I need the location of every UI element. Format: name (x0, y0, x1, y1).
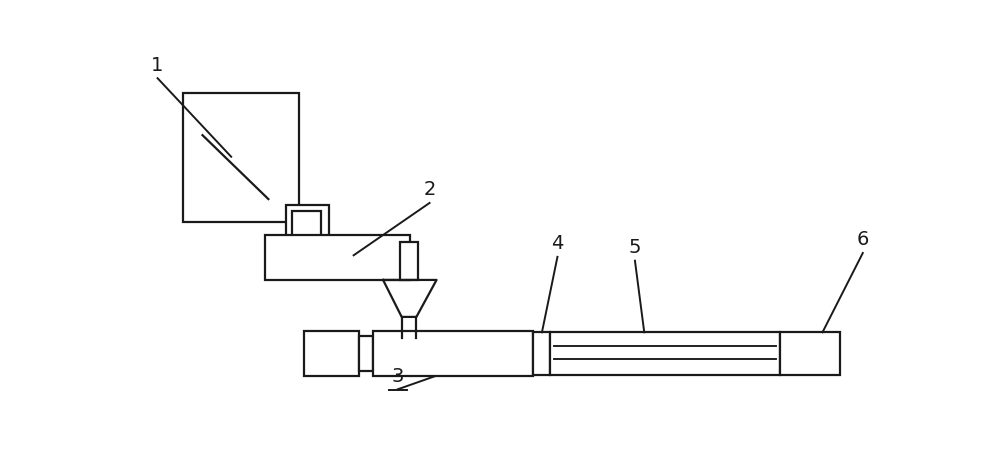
Text: 6: 6 (857, 230, 869, 249)
Bar (533, 332, 550, 375)
Bar (304, 331, 359, 376)
Bar (264, 235, 410, 280)
Bar (780, 332, 840, 375)
Text: 1: 1 (151, 56, 164, 75)
Bar (183, 93, 299, 222)
Text: 3: 3 (392, 367, 404, 386)
Bar (359, 336, 373, 371)
Text: 5: 5 (629, 238, 641, 257)
Text: 2: 2 (423, 180, 436, 199)
Text: 4: 4 (551, 234, 564, 253)
Bar (400, 242, 418, 280)
Bar (550, 332, 780, 375)
Bar (292, 211, 321, 237)
Bar (286, 205, 329, 244)
Bar (373, 331, 533, 376)
